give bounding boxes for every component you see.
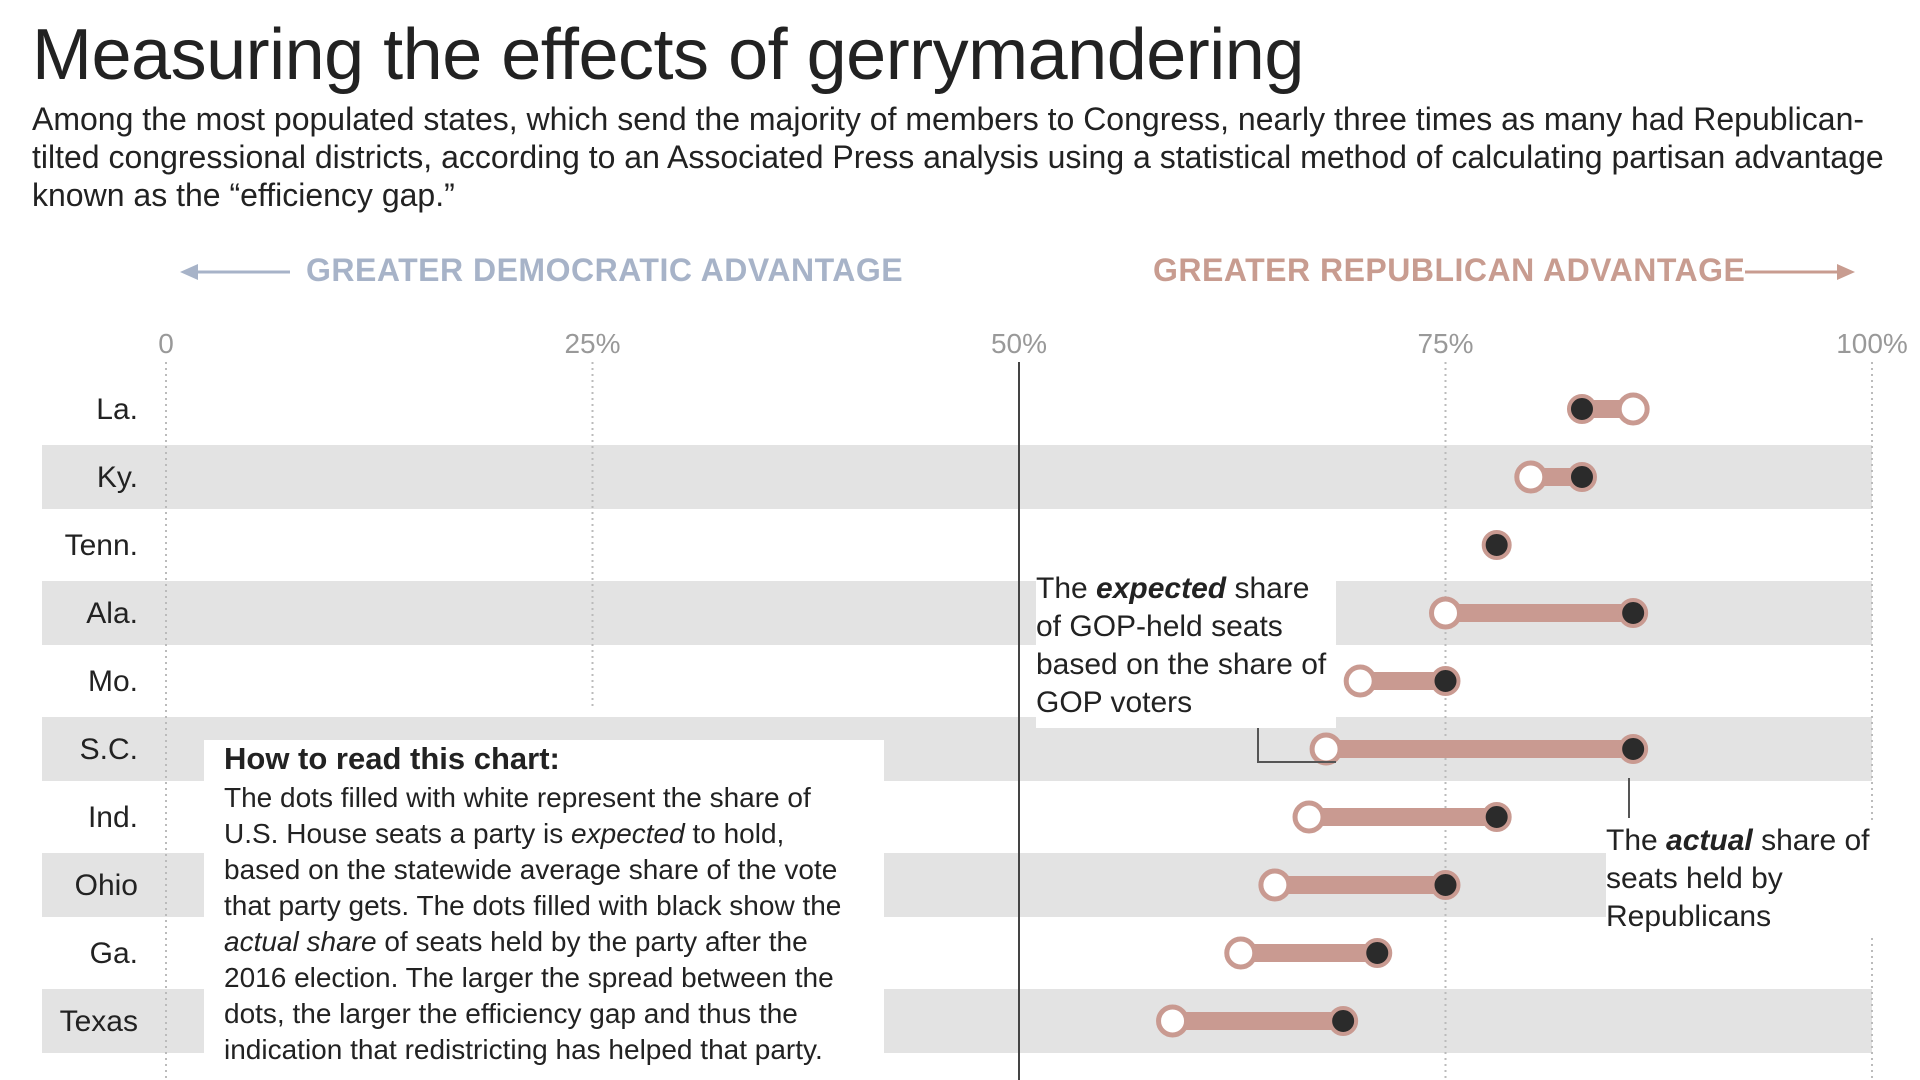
how-to-read-box: How to read this chart: The dots filled …	[204, 740, 884, 1080]
expected-share-dot	[1616, 392, 1650, 426]
actual-share-dot	[1618, 598, 1649, 628]
actual-share-dot	[1430, 666, 1461, 696]
expected-share-dot	[1224, 936, 1258, 970]
expected-annotation-leader	[1257, 718, 1336, 763]
state-label: Tenn.	[65, 529, 138, 562]
expected-share-annotation: The expected share of GOP-held seats bas…	[1036, 568, 1336, 728]
actual-share-dot	[1618, 734, 1649, 764]
how-to-read-body: The dots filled with white represent the…	[224, 782, 842, 1065]
expected-share-dot	[1429, 596, 1462, 630]
actual-share-dot	[1566, 394, 1597, 424]
chart-subtitle: Among the most populated states, which s…	[32, 101, 1884, 213]
expected-share-dot	[1343, 664, 1377, 698]
state-labels: La. Ky. Tenn. Ala. Mo. S.C. Ind. Ohio Ga. Texas	[60, 393, 138, 1038]
state-label: Ohio	[75, 869, 138, 902]
actual-share-dot	[1328, 1006, 1359, 1036]
republican-advantage-label: GREATER REPUBLICAN ADVANTAGE	[1153, 252, 1746, 288]
actual-share-dot	[1430, 870, 1461, 900]
state-label: Ind.	[88, 801, 138, 834]
state-label: La.	[96, 393, 138, 426]
x-tick-label: 50%	[991, 328, 1047, 359]
actual-share-dot	[1566, 462, 1597, 492]
expected-share-dot	[1156, 1004, 1190, 1038]
state-label: Ky.	[97, 461, 138, 494]
actual-share-dot	[1362, 938, 1393, 968]
state-label: S.C.	[80, 733, 138, 766]
x-axis-ticks: 0 25% 50% 75% 100%	[158, 328, 1908, 359]
state-label: Mo.	[88, 665, 138, 698]
expected-share-dot	[1514, 460, 1548, 494]
state-label: Ala.	[86, 597, 138, 630]
expected-share-dot	[1309, 732, 1343, 766]
annotation-leaders	[1257, 718, 1630, 818]
x-tick-label: 75%	[1417, 328, 1473, 359]
x-tick-label: 0	[158, 328, 174, 359]
x-tick-label: 25%	[564, 328, 620, 359]
how-to-read-title: How to read this chart:	[224, 741, 560, 776]
expected-share-dot	[1258, 868, 1292, 902]
x-tick-label: 100%	[1836, 328, 1908, 359]
democratic-advantage-label: GREATER DEMOCRATIC ADVANTAGE	[306, 252, 904, 288]
gridlines	[165, 362, 1873, 1080]
state-label: Texas	[60, 1005, 138, 1038]
actual-share-dot	[1481, 802, 1512, 832]
actual-share-dot	[1481, 530, 1512, 560]
expected-share-dot	[1292, 800, 1326, 834]
chart-title: Measuring the effects of gerrymandering	[32, 15, 1304, 95]
actual-share-annotation: The actual share of seats held by Republ…	[1606, 822, 1906, 936]
arrow-right-icon	[1745, 264, 1855, 280]
row-band	[42, 445, 1872, 509]
arrow-left-icon	[180, 264, 290, 280]
state-label: Ga.	[90, 937, 138, 970]
